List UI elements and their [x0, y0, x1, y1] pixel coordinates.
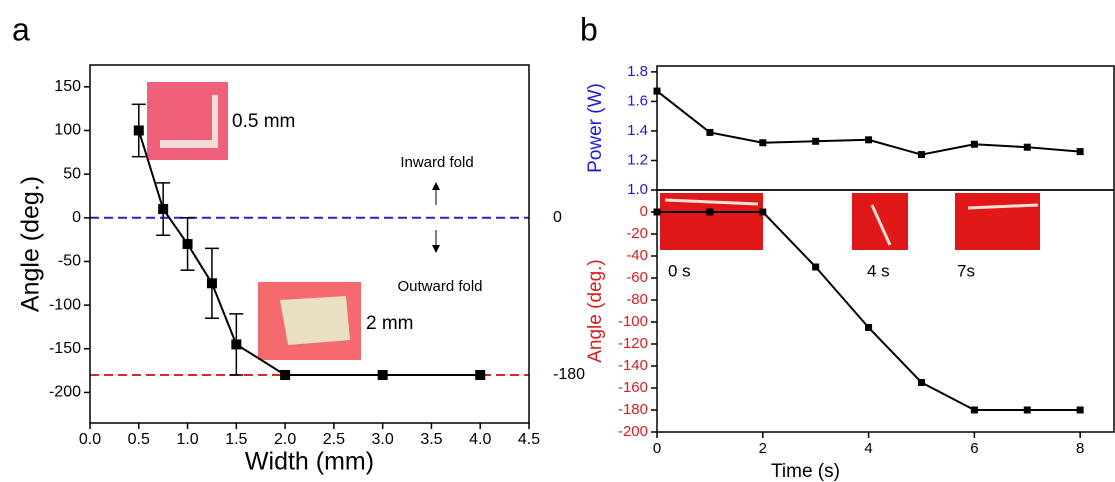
- x-tick-label: 4.5: [518, 431, 540, 448]
- inset-photo-object: [212, 95, 218, 145]
- marker: [970, 140, 978, 148]
- y-tick-label: 1.0: [627, 181, 648, 198]
- marker: [1023, 143, 1031, 151]
- inset-photo-object: [280, 296, 350, 345]
- marker: [475, 369, 486, 380]
- panel-label: b: [580, 11, 598, 47]
- arrowhead: [432, 245, 440, 253]
- y-tick-label: -60: [626, 269, 648, 286]
- annotation: 4 s: [867, 261, 890, 280]
- marker: [653, 87, 661, 95]
- arrowhead: [432, 182, 440, 190]
- marker: [706, 128, 714, 136]
- inset-photo-object: [160, 140, 218, 148]
- marker: [706, 208, 714, 216]
- y-axis-label: Power (W): [585, 83, 606, 173]
- x-tick-label: 2.0: [274, 431, 296, 448]
- y-tick-label: -100: [618, 313, 648, 330]
- y-tick-label: -180: [618, 401, 648, 418]
- x-tick-label: 1.5: [225, 431, 247, 448]
- marker: [865, 136, 873, 144]
- marker: [970, 406, 978, 414]
- plot-frame: [89, 64, 530, 424]
- marker: [182, 239, 193, 249]
- x-tick-label: 8: [1076, 440, 1084, 457]
- plot-frame: [656, 65, 1115, 191]
- x-tick-label: 4.0: [469, 431, 491, 448]
- x-tick-label: 0.0: [79, 431, 101, 448]
- inset-photo: [955, 193, 1040, 250]
- y-tick-label: -80: [626, 291, 648, 308]
- plot-frame: [656, 189, 1115, 433]
- annotation: 0 s: [668, 261, 691, 280]
- annotation: Inward fold: [400, 154, 473, 171]
- x-tick-label: 2.5: [323, 431, 345, 448]
- reference-label: -180: [553, 366, 585, 383]
- inset-photo-object: [967, 203, 1039, 210]
- x-tick-label: 3.5: [420, 431, 442, 448]
- x-tick-label: 0: [653, 440, 661, 457]
- inset-photo-object: [664, 198, 759, 206]
- y-tick-label: 1.2: [627, 151, 648, 168]
- y-tick-label: -160: [618, 379, 648, 396]
- marker: [759, 208, 767, 216]
- x-axis-label: Time (s): [771, 461, 840, 482]
- marker: [917, 379, 925, 386]
- y-tick-label: 0: [640, 203, 648, 220]
- y-tick-label: 150: [54, 78, 81, 95]
- y-tick-label: 50: [63, 165, 81, 182]
- x-tick-label: 0.5: [128, 431, 150, 448]
- marker: [206, 278, 217, 289]
- y-tick-label: -40: [626, 247, 648, 264]
- y-tick-label: -150: [49, 340, 81, 357]
- marker: [158, 204, 169, 215]
- marker: [133, 125, 144, 136]
- marker: [865, 324, 873, 331]
- series-line: [656, 90, 1081, 156]
- marker: [812, 137, 820, 145]
- y-tick-label: -200: [618, 423, 648, 440]
- marker: [812, 263, 820, 271]
- x-tick-label: 6: [970, 440, 978, 457]
- reference-label: 0: [553, 209, 562, 226]
- annotation: 0.5 mm: [232, 111, 295, 132]
- y-tick-label: -20: [626, 225, 648, 242]
- y-tick-label: 1.4: [627, 122, 648, 139]
- x-axis-label: Width (mm): [245, 448, 374, 476]
- y-tick-label: 1.8: [627, 63, 648, 80]
- marker: [231, 339, 242, 350]
- y-tick-label: -200: [49, 384, 81, 401]
- y-axis-label: Angle (deg.): [17, 176, 45, 312]
- y-tick-label: -140: [618, 357, 648, 374]
- marker: [653, 208, 661, 216]
- marker: [917, 151, 925, 159]
- y-tick-label: -50: [58, 253, 81, 270]
- annotation: 2 mm: [366, 313, 414, 334]
- series-line: [137, 130, 481, 376]
- marker: [377, 369, 388, 380]
- marker: [1076, 148, 1084, 156]
- annotation: Outward fold: [397, 278, 482, 295]
- y-tick-label: 100: [54, 122, 81, 139]
- x-tick-label: 1.0: [176, 431, 198, 448]
- marker: [1023, 406, 1031, 414]
- y-tick-label: 0: [72, 209, 81, 226]
- inset-photo-object: [870, 204, 892, 246]
- panel-label: a: [12, 11, 30, 47]
- x-tick-label: 2: [759, 440, 767, 457]
- marker: [759, 139, 767, 147]
- y-tick-label: 1.6: [627, 92, 648, 109]
- annotation: 7s: [957, 261, 975, 280]
- marker: [280, 369, 291, 380]
- y-tick-label: -100: [49, 296, 81, 313]
- x-tick-label: 4: [864, 440, 872, 457]
- y-axis-label: Angle (deg.): [585, 259, 606, 363]
- x-tick-label: 3.0: [372, 431, 394, 448]
- marker: [1076, 406, 1084, 414]
- y-tick-label: -120: [618, 335, 648, 352]
